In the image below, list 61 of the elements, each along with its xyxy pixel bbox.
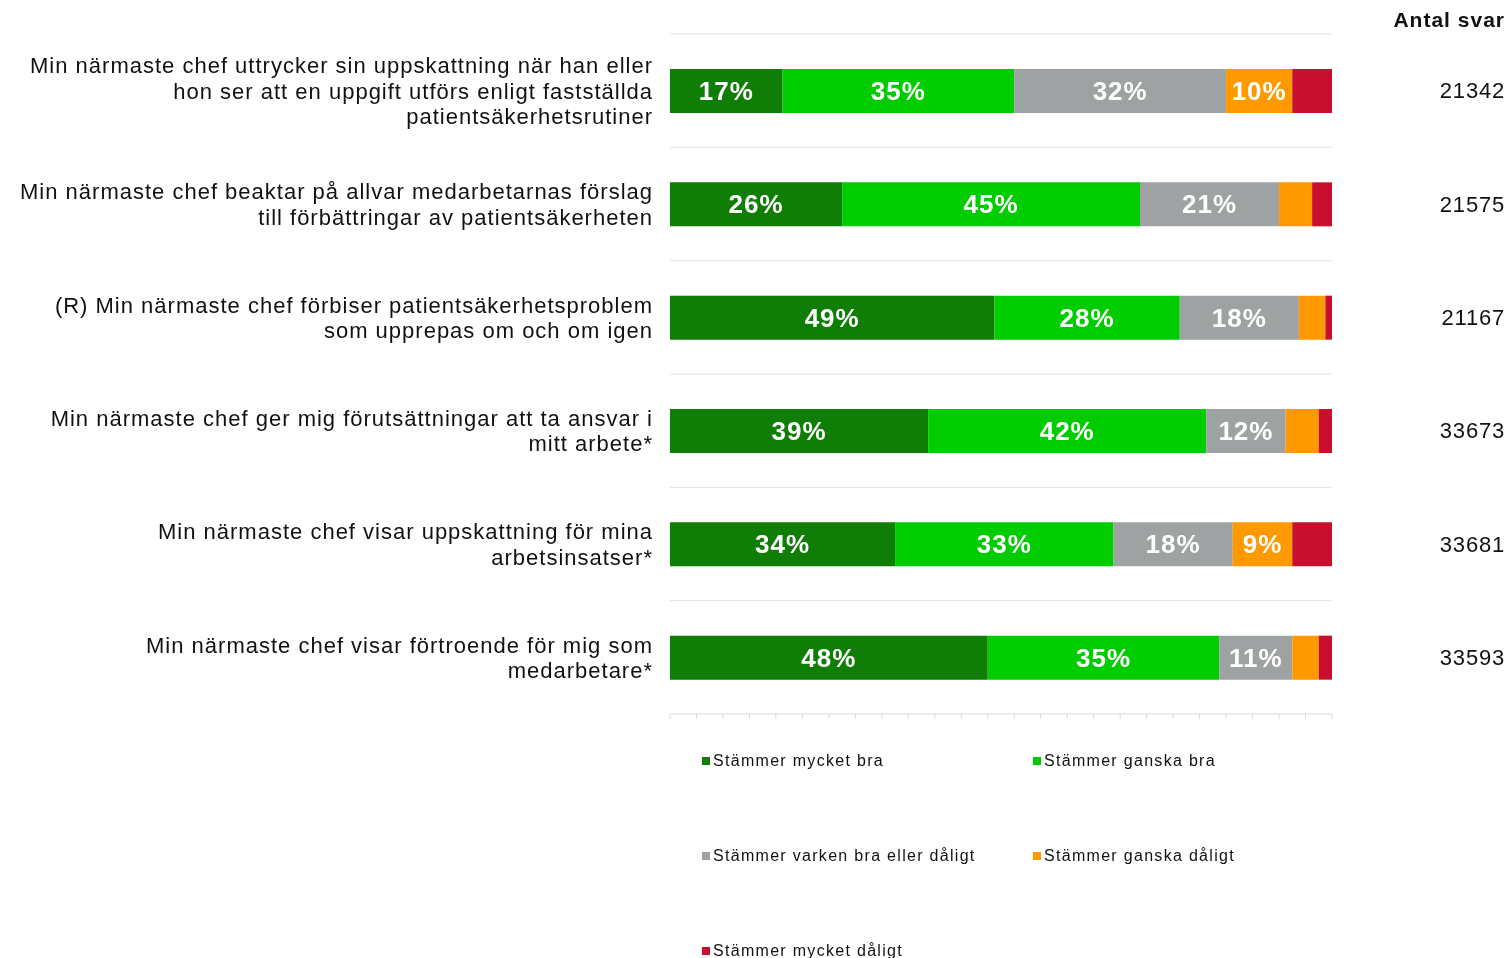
bar <box>1318 409 1332 453</box>
y-tick-label: Min närmaste chef visar uppskattning för mina arbetsinsatser* <box>158 518 653 570</box>
bar <box>842 182 1141 227</box>
data-label: 18% <box>1145 529 1201 560</box>
bar <box>1325 295 1332 340</box>
y-tick-label: Min närmaste chef ger mig förutsättningar att ta ansvar i mitt arbete* <box>50 405 653 456</box>
bar <box>1292 69 1332 113</box>
bar <box>895 522 1114 567</box>
bar <box>1285 409 1319 453</box>
legend-label: Stämmer mycket bra <box>713 752 884 770</box>
bar <box>1140 182 1280 227</box>
y2-tick-label: 33681 <box>1439 531 1505 557</box>
y-tick-label: Min närmaste chef beaktar på allvar medarbetarnas förslag till förbättringar av patientsäkerheten <box>20 178 653 230</box>
data-label: 45% <box>963 189 1019 220</box>
bar <box>670 635 988 680</box>
bar <box>987 635 1220 680</box>
bar <box>670 182 843 227</box>
data-label: 35% <box>1076 642 1132 673</box>
legend-label: Stämmer ganska bra <box>1044 752 1216 770</box>
data-label: 11% <box>1229 642 1283 673</box>
y2-tick-label: 33673 <box>1439 418 1505 444</box>
y2-tick-label: 33593 <box>1439 644 1505 670</box>
data-label: 18% <box>1211 302 1267 333</box>
data-label: 9% <box>1242 529 1283 560</box>
data-label: 10% <box>1231 76 1287 106</box>
bar <box>1292 522 1332 567</box>
bar <box>1298 295 1326 340</box>
bar <box>1014 69 1227 113</box>
bar <box>670 522 896 567</box>
bar <box>928 409 1207 453</box>
bar <box>1318 635 1332 680</box>
y2-axis-title: Antal svar <box>1393 8 1505 32</box>
bar <box>670 409 929 453</box>
data-label: 17% <box>698 76 754 106</box>
bar <box>994 295 1180 340</box>
data-label: 26% <box>728 189 784 220</box>
data-label: 21% <box>1182 189 1238 220</box>
data-label: 28% <box>1059 302 1115 333</box>
y2-tick-label: 21167 <box>1441 304 1505 330</box>
data-label: 33% <box>976 529 1032 560</box>
bar <box>782 69 1015 113</box>
legend-label: Stämmer varken bra eller dåligt <box>713 847 976 865</box>
bar <box>1279 182 1313 227</box>
data-label: 48% <box>801 642 857 673</box>
data-label: 34% <box>755 529 811 560</box>
data-label: 35% <box>870 76 926 106</box>
y-tick-label: (R) Min närmaste chef förbiser patientsäkerhetsproblem som upprepas om och om igen <box>54 292 653 343</box>
bar <box>1312 182 1332 227</box>
y-tick-label: Min närmaste chef visar förtroende för mig som medarbetare* <box>146 632 653 683</box>
data-label: 39% <box>771 416 827 446</box>
data-label: 49% <box>804 302 860 333</box>
y2-tick-label: 21575 <box>1439 191 1505 217</box>
bar <box>670 69 783 113</box>
y2-tick-label: 21342 <box>1439 78 1505 104</box>
bar <box>1292 635 1319 680</box>
data-label: 42% <box>1039 416 1095 446</box>
legend-label: Stämmer ganska dåligt <box>1044 847 1235 865</box>
y-tick-label: Min närmaste chef uttrycker sin uppskattning när han eller hon ser att en uppgift utförs enligt fastställda patientsäkerhetsrutiner <box>30 52 653 129</box>
data-label: 12% <box>1218 416 1274 446</box>
bar <box>670 295 995 340</box>
data-label: 32% <box>1092 76 1148 106</box>
